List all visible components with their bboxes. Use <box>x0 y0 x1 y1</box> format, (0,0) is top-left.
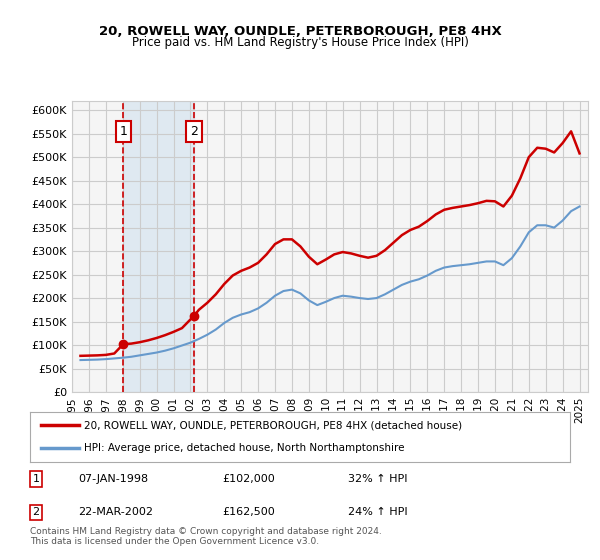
Text: 22-MAR-2002: 22-MAR-2002 <box>78 507 153 517</box>
Text: HPI: Average price, detached house, North Northamptonshire: HPI: Average price, detached house, Nort… <box>84 444 404 454</box>
Text: 24% ↑ HPI: 24% ↑ HPI <box>348 507 407 517</box>
Bar <box>123 101 194 392</box>
Text: 1: 1 <box>119 125 127 138</box>
Text: 20, ROWELL WAY, OUNDLE, PETERBOROUGH, PE8 4HX: 20, ROWELL WAY, OUNDLE, PETERBOROUGH, PE… <box>98 25 502 38</box>
Text: 20, ROWELL WAY, OUNDLE, PETERBOROUGH, PE8 4HX (detached house): 20, ROWELL WAY, OUNDLE, PETERBOROUGH, PE… <box>84 420 462 430</box>
Text: 1: 1 <box>32 474 40 484</box>
Text: Price paid vs. HM Land Registry's House Price Index (HPI): Price paid vs. HM Land Registry's House … <box>131 36 469 49</box>
Text: 2: 2 <box>32 507 40 517</box>
Text: Contains HM Land Registry data © Crown copyright and database right 2024.
This d: Contains HM Land Registry data © Crown c… <box>30 526 382 546</box>
Text: 07-JAN-1998: 07-JAN-1998 <box>78 474 148 484</box>
Text: £102,000: £102,000 <box>222 474 275 484</box>
Text: 2: 2 <box>190 125 198 138</box>
Text: 32% ↑ HPI: 32% ↑ HPI <box>348 474 407 484</box>
Text: £162,500: £162,500 <box>222 507 275 517</box>
